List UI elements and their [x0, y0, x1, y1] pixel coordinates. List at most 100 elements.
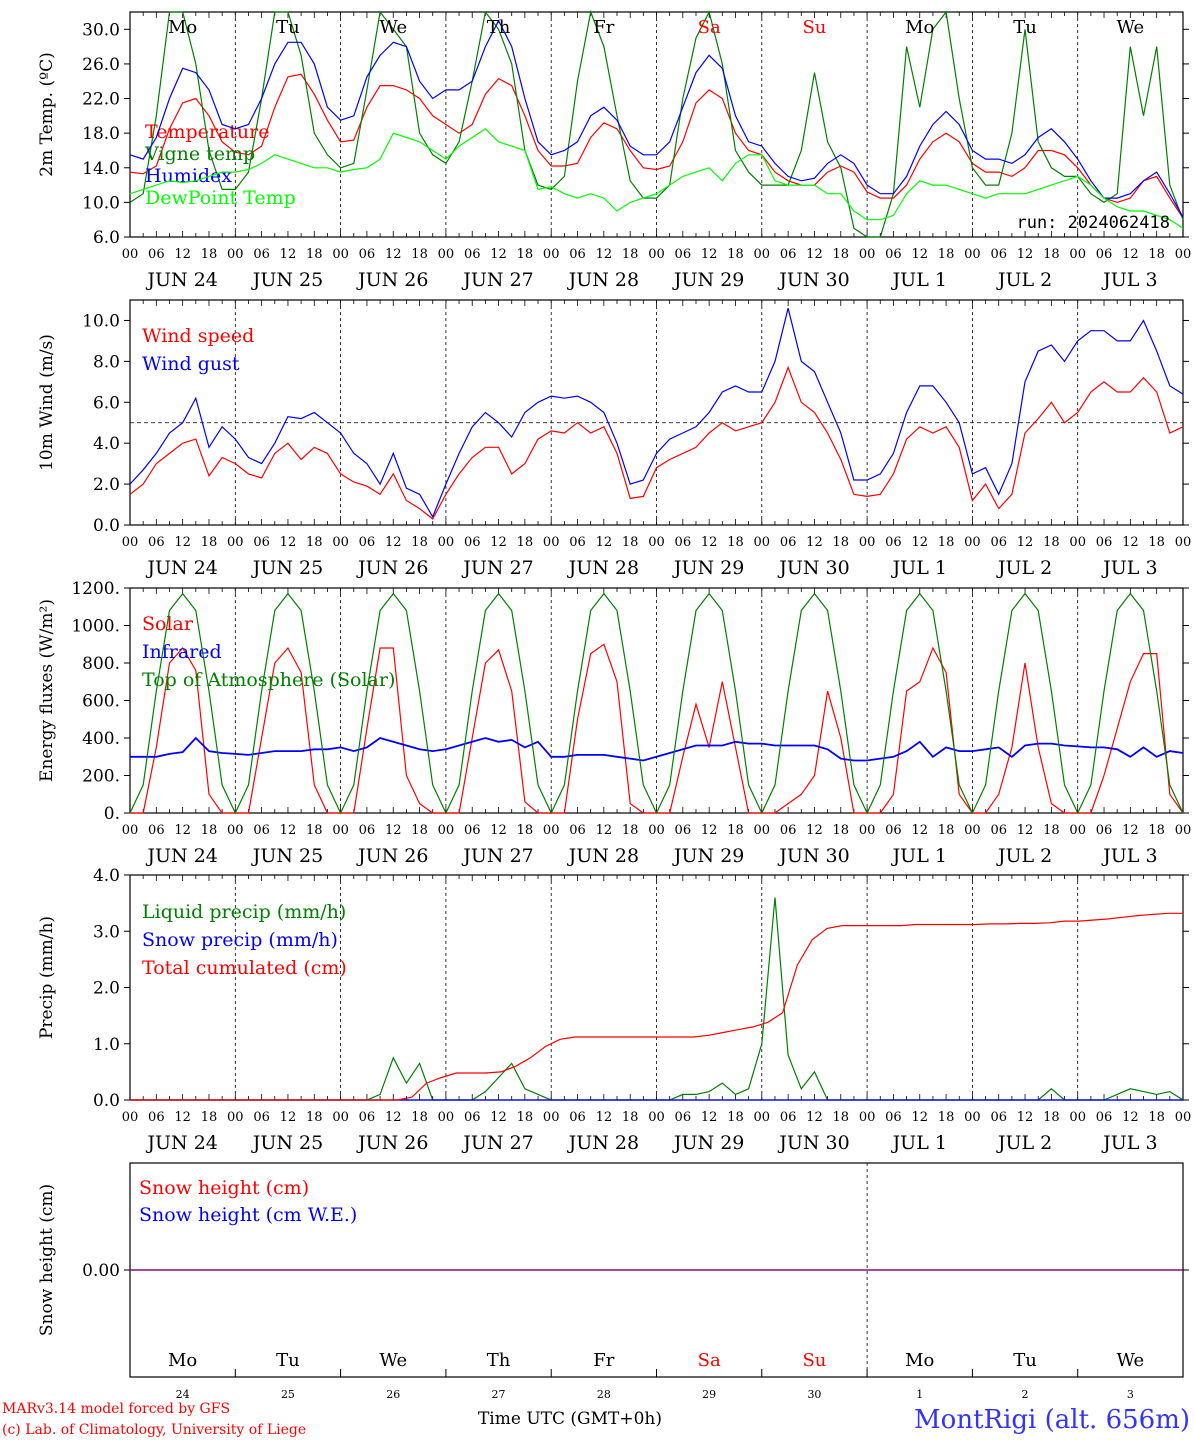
weekday-label: Fr: [593, 17, 614, 38]
date-label: JUN 24: [145, 557, 217, 579]
hour-tick-label: 18: [517, 247, 534, 262]
hour-tick-label: 12: [385, 535, 402, 550]
date-label: JUL 2: [996, 845, 1052, 867]
panel-1: 30.0 26.0 22.0 18.0 14.0 10.0 6.0 2m Temp. (ºC)…: [37, 9, 1192, 291]
hour-tick-label: 18: [622, 535, 639, 550]
date-label: JUN 25: [251, 269, 323, 291]
date-label: JUN 25: [251, 557, 323, 579]
y-axis-label: 10m Wind (m/s): [37, 334, 57, 471]
hour-tick-label: 00: [754, 535, 771, 550]
y-tick-label: 10.0: [82, 311, 120, 331]
hour-tick-label: 00: [754, 247, 771, 262]
date-label: JUN 29: [672, 845, 744, 867]
weekday-label: Tu: [276, 17, 300, 38]
y-tick-label: 3.0: [93, 922, 120, 942]
hour-tick-label: 00: [1175, 247, 1192, 262]
hour-tick-label: 12: [1122, 247, 1139, 262]
credit-line-2: (c) Lab. of Climatology, University of L…: [2, 1422, 306, 1438]
hour-tick-label: 12: [806, 247, 823, 262]
day-number-label: 26: [386, 1388, 400, 1401]
hour-tick-label: 18: [938, 823, 955, 838]
y-tick-label: 200.: [82, 767, 120, 787]
hour-tick-label: 12: [596, 823, 613, 838]
hour-tick-label: 06: [780, 535, 797, 550]
y-axis-label: Snow height (cm): [37, 1184, 57, 1336]
hour-tick-label: 06: [359, 1110, 376, 1125]
y-tick-label: 400.: [82, 729, 120, 749]
hour-tick-label: 12: [701, 535, 718, 550]
y-tick-label: 10.0: [82, 193, 120, 213]
hour-tick-label: 06: [359, 823, 376, 838]
hour-tick-label: 06: [675, 535, 692, 550]
hour-tick-label: 12: [1017, 1110, 1034, 1125]
hour-tick-label: 06: [148, 1110, 165, 1125]
hour-tick-label: 06: [990, 823, 1007, 838]
date-label: JUN 30: [777, 557, 849, 579]
y-tick-label: 2.0: [93, 979, 120, 999]
hour-tick-label: 12: [596, 1110, 613, 1125]
weekday-label: Mo: [905, 17, 934, 38]
y-tick-label: 1.0: [93, 1035, 120, 1055]
weekday-label: We: [379, 17, 407, 38]
hour-tick-label: 06: [253, 535, 270, 550]
hour-tick-label: 06: [885, 1110, 902, 1125]
hour-tick-label: 00: [438, 1110, 455, 1125]
date-label: JUN 24: [145, 269, 217, 291]
legend-entry-1: Snow height (cm): [139, 1177, 309, 1199]
x-axis-title: Time UTC (GMT+0h): [478, 1409, 662, 1429]
date-label: JUL 2: [996, 557, 1052, 579]
legend-entry-1: Solar: [142, 613, 194, 635]
legend-entry-3: Humidex: [145, 165, 232, 187]
date-label: JUL 1: [891, 1132, 947, 1154]
series-line-3: [129, 19, 1184, 218]
panel-4: 4.0 3.0 2.0 1.0 0.0 Precip (mm/h) Liquid preci…: [37, 866, 1191, 1154]
hour-tick-label: 00: [332, 247, 349, 262]
date-label: JUN 26: [356, 557, 428, 579]
y-axis-label: 2m Temp. (ºC): [37, 52, 57, 177]
hour-tick-label: 00: [964, 535, 981, 550]
hour-tick-label: 12: [385, 1110, 402, 1125]
hour-tick-label: 00: [1069, 823, 1086, 838]
hour-tick-label: 18: [201, 823, 218, 838]
hour-tick-label: 18: [938, 1110, 955, 1125]
legend-entry-3: Top of Atmosphere (Solar): [142, 669, 395, 691]
hour-tick-label: 06: [253, 1110, 270, 1125]
series-line-3: [129, 592, 1184, 815]
hour-tick-label: 18: [727, 1110, 744, 1125]
weekday-label: Mo: [168, 17, 197, 38]
hour-tick-label: 18: [201, 247, 218, 262]
hour-tick-label: 00: [122, 247, 139, 262]
date-label: JUL 3: [1101, 845, 1157, 867]
y-tick-label: 22.0: [82, 90, 120, 110]
hour-tick-label: 12: [1122, 535, 1139, 550]
hour-tick-label: 06: [885, 247, 902, 262]
hour-tick-label: 12: [385, 823, 402, 838]
hour-tick-label: 12: [1017, 823, 1034, 838]
hour-tick-label: 18: [622, 823, 639, 838]
hour-tick-label: 00: [648, 535, 665, 550]
hour-tick-label: 00: [859, 247, 876, 262]
weekday-label: Sa: [698, 1350, 721, 1371]
date-label: JUN 26: [356, 269, 428, 291]
hour-tick-label: 00: [754, 823, 771, 838]
hour-tick-label: 06: [990, 1110, 1007, 1125]
hour-tick-label: 18: [411, 535, 428, 550]
hour-tick-label: 12: [596, 535, 613, 550]
hour-tick-label: 06: [464, 247, 481, 262]
hour-tick-label: 12: [911, 247, 928, 262]
hour-tick-label: 06: [464, 535, 481, 550]
day-number-label: 2: [1022, 1388, 1029, 1401]
hour-tick-label: 06: [359, 247, 376, 262]
hour-tick-label: 12: [806, 535, 823, 550]
hour-tick-label: 12: [174, 535, 191, 550]
hour-tick-label: 18: [1148, 1110, 1165, 1125]
day-number-label: 3: [1127, 1388, 1134, 1401]
hour-tick-label: 18: [833, 247, 850, 262]
date-label: JUL 1: [891, 269, 947, 291]
hour-tick-label: 12: [911, 823, 928, 838]
hour-tick-label: 00: [227, 535, 244, 550]
weekday-label: Tu: [276, 1350, 300, 1371]
hour-tick-label: 06: [885, 823, 902, 838]
hour-tick-label: 18: [622, 1110, 639, 1125]
